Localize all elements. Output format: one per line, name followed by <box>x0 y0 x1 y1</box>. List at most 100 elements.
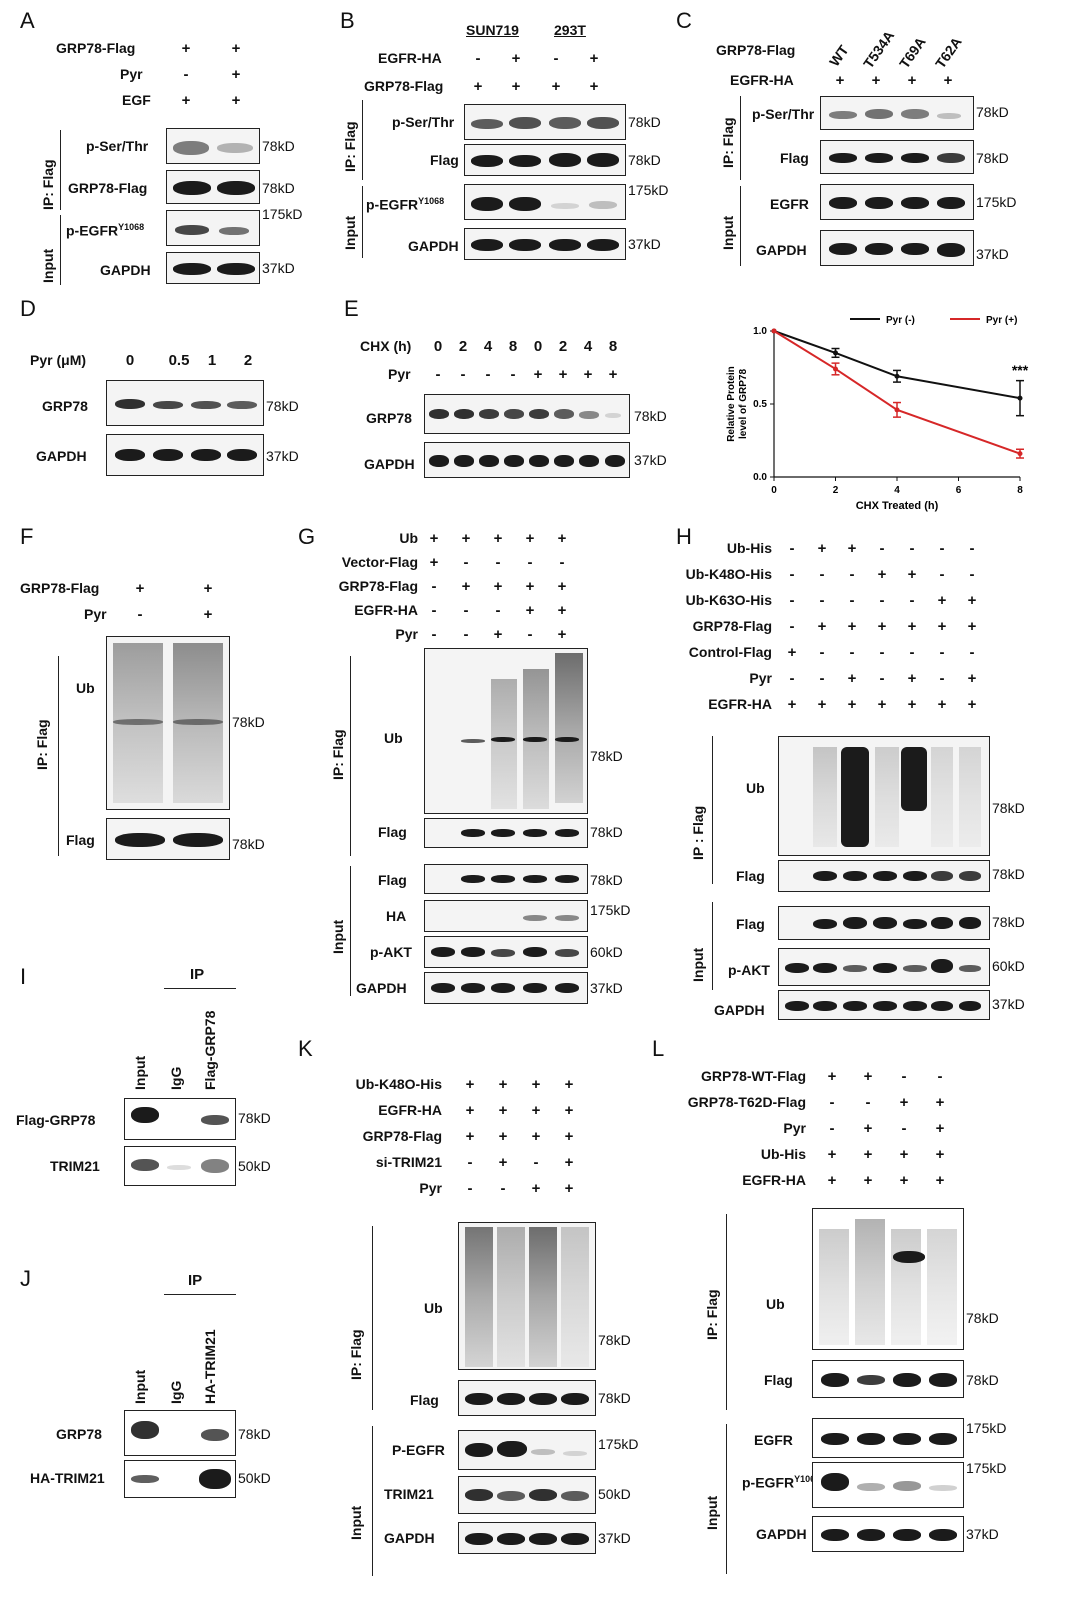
condition-value: + <box>533 366 543 383</box>
condition-value: - <box>939 670 945 687</box>
condition-value: + <box>871 72 881 89</box>
condition-value: + <box>465 1102 475 1119</box>
condition-value: + <box>907 696 917 713</box>
condition-value: + <box>877 696 887 713</box>
mw-marker: 50kD <box>598 1486 631 1502</box>
panel-letter: I <box>20 964 27 989</box>
group-label-ip: IP: Flag <box>348 1329 364 1380</box>
blot-flag-input <box>424 864 588 894</box>
condition-value: 8 <box>508 338 518 355</box>
condition-label: EGFR-HA <box>354 602 418 618</box>
series-line <box>773 330 1021 400</box>
condition-value: - <box>431 626 437 643</box>
condition-value: - <box>137 606 143 623</box>
condition-label: EGFR-HA <box>378 1102 442 1118</box>
condition-value: + <box>429 530 439 547</box>
dose-value: 2 <box>243 352 253 369</box>
blot-ha <box>424 900 588 932</box>
condition-value: - <box>879 592 885 609</box>
condition-value: - <box>435 366 441 383</box>
panel-letter: H <box>676 524 692 549</box>
lane-label: IgG <box>168 1380 184 1404</box>
condition-value: + <box>835 72 845 89</box>
condition-value: - <box>865 1094 871 1111</box>
blot-label: p-Ser/Thr <box>752 106 815 122</box>
mw-marker: 78kD <box>992 914 1025 930</box>
condition-value: - <box>909 592 915 609</box>
blot-gapdh <box>778 990 990 1020</box>
panel-letter: D <box>20 296 36 321</box>
condition-label: GRP78-Flag <box>362 1128 442 1144</box>
condition-value: + <box>935 1172 945 1189</box>
mw-marker: 37kD <box>634 452 667 468</box>
blot-label: Flag <box>378 824 407 840</box>
mw-marker: 60kD <box>590 944 623 960</box>
blot-label: HA-TRIM21 <box>30 1470 105 1486</box>
group-bracket <box>726 1424 727 1574</box>
condition-value: + <box>558 366 568 383</box>
y-axis-label: Relative Protein <box>726 366 737 442</box>
blot-grp78 <box>106 380 264 426</box>
mw-marker: 78kD <box>598 1332 631 1348</box>
blot-label: GAPDH <box>356 980 407 996</box>
mw-marker: 78kD <box>992 800 1025 816</box>
blot-label: Flag <box>780 150 809 166</box>
blot-pEGFR <box>464 184 626 220</box>
condition-value: + <box>557 602 567 619</box>
condition-label: GRP78-Flag <box>716 42 796 58</box>
group-bracket <box>712 736 713 884</box>
condition-label: EGFR-HA <box>730 72 794 88</box>
condition-value: - <box>789 618 795 635</box>
condition-value: + <box>525 602 535 619</box>
group-label-input: Input <box>40 248 56 283</box>
blot-label: GAPDH <box>408 238 459 254</box>
condition-value: + <box>787 644 797 661</box>
blot-pakt <box>778 948 990 986</box>
legend-label: Pyr (+) <box>986 315 1017 326</box>
condition-label: EGF <box>122 92 151 108</box>
group-bracket <box>372 1226 373 1410</box>
blot-gapdh <box>166 252 260 284</box>
condition-value: + <box>907 566 917 583</box>
blot-label: EGFR <box>754 1432 793 1448</box>
blot-label: Flag <box>378 872 407 888</box>
panel-letter: A <box>20 8 35 33</box>
condition-value: + <box>863 1120 873 1137</box>
data-point <box>833 350 838 356</box>
condition-value: - <box>475 50 481 67</box>
mw-marker: 78kD <box>966 1310 999 1326</box>
y-tick-label: 0.5 <box>753 399 767 410</box>
condition-value: - <box>879 644 885 661</box>
condition-value: - <box>909 644 915 661</box>
condition-value: + <box>498 1076 508 1093</box>
condition-value: 2 <box>458 338 468 355</box>
blot-label: Flag <box>764 1372 793 1388</box>
panel-letter: B <box>340 8 355 33</box>
mw-marker: 37kD <box>628 236 661 252</box>
lane-label: HA-TRIM21 <box>202 1329 218 1404</box>
condition-value: + <box>863 1172 873 1189</box>
mw-marker: 78kD <box>590 748 623 764</box>
condition-value: + <box>465 1128 475 1145</box>
condition-value: + <box>231 40 241 57</box>
mutant-label: T69A <box>896 33 929 72</box>
blot-label: GAPDH <box>384 1530 435 1546</box>
blot-label: GAPDH <box>714 1002 765 1018</box>
condition-value: + <box>493 626 503 643</box>
mw-marker: 175kD <box>628 182 669 198</box>
condition-value: + <box>531 1076 541 1093</box>
condition-value: + <box>608 366 618 383</box>
group-label-input: Input <box>704 1495 720 1530</box>
blot-pSerThr <box>820 96 974 130</box>
condition-value: - <box>819 592 825 609</box>
mw-marker: 78kD <box>966 1372 999 1388</box>
blot-ub <box>424 648 588 814</box>
condition-label: Pyr <box>783 1120 806 1136</box>
condition-value: + <box>877 618 887 635</box>
mw-marker: 37kD <box>598 1530 631 1546</box>
condition-value: + <box>493 530 503 547</box>
blot-flag-input <box>778 906 990 940</box>
panel-letter: G <box>298 524 316 549</box>
blot-pegfr <box>812 1462 964 1508</box>
blot-pakt <box>424 936 588 968</box>
